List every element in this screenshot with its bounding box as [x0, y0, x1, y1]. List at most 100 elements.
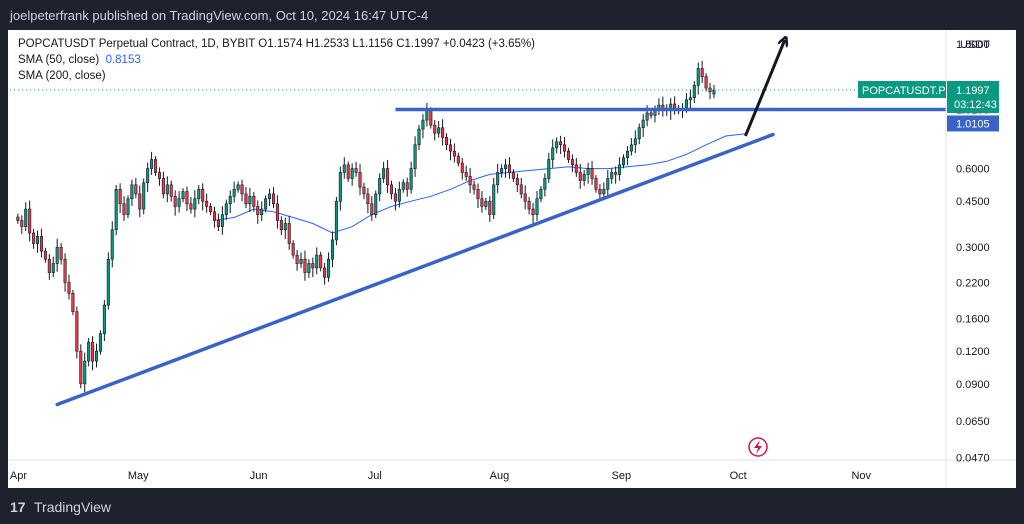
candle[interactable]: [519, 178, 523, 199]
candle[interactable]: [614, 166, 618, 184]
sma50-row[interactable]: SMA (50, close) 0.8153: [18, 52, 535, 68]
candle[interactable]: [625, 146, 629, 166]
candle[interactable]: [472, 180, 476, 195]
candle[interactable]: [378, 173, 382, 202]
candle[interactable]: [260, 201, 264, 221]
candle[interactable]: [75, 306, 79, 359]
candle[interactable]: [240, 179, 244, 202]
candle[interactable]: [28, 200, 32, 242]
candle[interactable]: [366, 187, 370, 214]
candle[interactable]: [201, 183, 205, 211]
candle[interactable]: [114, 185, 118, 236]
candle[interactable]: [476, 183, 480, 208]
candle[interactable]: [122, 196, 126, 221]
candle[interactable]: [492, 178, 496, 220]
candle[interactable]: [688, 89, 692, 109]
candle[interactable]: [248, 187, 252, 213]
candle[interactable]: [370, 196, 374, 221]
candle[interactable]: [563, 137, 567, 158]
candle[interactable]: [169, 180, 173, 202]
candle[interactable]: [535, 191, 539, 221]
candle[interactable]: [264, 195, 268, 213]
candle[interactable]: [712, 85, 716, 99]
candle[interactable]: [51, 256, 55, 277]
candle[interactable]: [393, 187, 397, 211]
candle[interactable]: [445, 133, 449, 151]
breakout-arrow[interactable]: [744, 40, 784, 137]
candle[interactable]: [350, 163, 354, 186]
candle[interactable]: [71, 289, 75, 316]
candle[interactable]: [342, 157, 346, 179]
candle[interactable]: [661, 96, 665, 117]
candle[interactable]: [578, 163, 582, 189]
candle[interactable]: [358, 163, 362, 196]
candle[interactable]: [500, 164, 504, 178]
candle[interactable]: [205, 193, 209, 213]
candle[interactable]: [594, 175, 598, 193]
candle[interactable]: [641, 114, 645, 137]
candle[interactable]: [362, 182, 366, 200]
candle[interactable]: [566, 147, 570, 163]
candle[interactable]: [165, 176, 169, 203]
candle[interactable]: [488, 196, 492, 222]
candle[interactable]: [134, 178, 138, 199]
candle[interactable]: [437, 120, 441, 138]
candle[interactable]: [657, 98, 661, 116]
sma200-label[interactable]: SMA (200, close): [18, 70, 106, 82]
candle[interactable]: [425, 102, 429, 127]
candle[interactable]: [484, 197, 488, 210]
candle[interactable]: [303, 250, 307, 281]
candle[interactable]: [704, 73, 708, 92]
candle[interactable]: [507, 157, 511, 179]
candle[interactable]: [610, 168, 614, 184]
candle[interactable]: [539, 185, 543, 203]
candle[interactable]: [448, 138, 452, 161]
candle[interactable]: [602, 182, 606, 199]
candle[interactable]: [421, 114, 425, 139]
candle[interactable]: [55, 238, 59, 272]
candle[interactable]: [338, 166, 342, 211]
candle[interactable]: [220, 206, 224, 235]
candle[interactable]: [283, 217, 287, 239]
candle[interactable]: [523, 185, 527, 210]
candle[interactable]: [36, 230, 40, 253]
candle[interactable]: [268, 188, 272, 207]
candle[interactable]: [209, 203, 213, 216]
candle[interactable]: [574, 158, 578, 177]
candle[interactable]: [315, 247, 319, 275]
candle[interactable]: [319, 251, 323, 272]
candle[interactable]: [496, 163, 500, 194]
candle[interactable]: [236, 181, 240, 193]
candle[interactable]: [582, 170, 586, 186]
candle[interactable]: [87, 337, 91, 367]
candle[interactable]: [295, 249, 299, 271]
candle[interactable]: [511, 169, 515, 182]
candle[interactable]: [330, 231, 335, 268]
candle[interactable]: [43, 247, 47, 263]
candle[interactable]: [126, 195, 130, 219]
candle[interactable]: [327, 252, 331, 282]
candle[interactable]: [346, 161, 350, 182]
candle[interactable]: [433, 120, 437, 141]
candle[interactable]: [224, 199, 228, 220]
candle[interactable]: [606, 169, 610, 198]
candle[interactable]: [130, 179, 134, 207]
candle[interactable]: [456, 152, 460, 167]
candle[interactable]: [153, 156, 158, 176]
candle[interactable]: [527, 197, 531, 215]
candle[interactable]: [138, 185, 142, 218]
candle[interactable]: [157, 167, 161, 186]
support-trendline[interactable]: [55, 132, 775, 407]
candle[interactable]: [256, 200, 260, 224]
candle[interactable]: [16, 213, 20, 224]
candle[interactable]: [559, 135, 563, 155]
candle[interactable]: [633, 130, 637, 154]
candle[interactable]: [83, 352, 87, 393]
candle[interactable]: [460, 157, 464, 180]
candle[interactable]: [401, 179, 405, 193]
candle[interactable]: [91, 336, 95, 371]
candle[interactable]: [673, 96, 677, 115]
candle[interactable]: [405, 177, 409, 197]
symbol-tag[interactable]: [858, 80, 946, 98]
candle[interactable]: [570, 154, 574, 173]
